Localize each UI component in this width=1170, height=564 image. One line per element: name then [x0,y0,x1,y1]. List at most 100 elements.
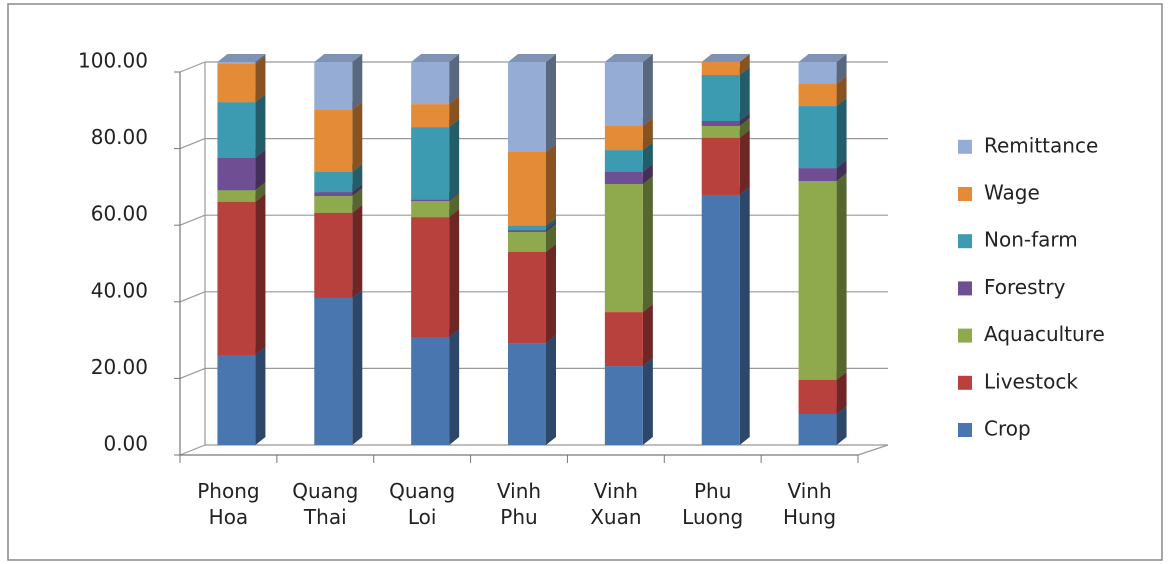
bar-segment [217,346,266,445]
bar-side [546,224,556,252]
frame [7,3,1163,561]
bar-side [642,163,653,185]
bar-front [411,199,450,202]
x-tick-label: Vinh Hung [783,479,837,529]
bar-segment [411,209,460,337]
bar-side [352,188,363,213]
bar-top [217,54,266,62]
grid-line-side [179,138,206,150]
bar-side [836,98,847,169]
grid-line-side [179,61,206,73]
bar-front [508,343,546,445]
bar-top [508,54,556,62]
bar-side [836,405,847,445]
bar-segment [314,101,363,172]
bar-side [255,182,266,202]
bar-front [411,201,450,218]
bar-segment [508,243,556,344]
bar-side [352,163,363,193]
bar-front [798,83,837,107]
bar-side [255,54,266,64]
bar-side [546,217,556,231]
grid-line-side [179,291,206,303]
bar-front [508,225,546,231]
bar-front [217,190,256,202]
bar-front [508,251,546,344]
bar-segment [701,129,750,195]
bar-front [798,62,837,84]
bar-segment [798,173,847,380]
bar-front [798,181,837,380]
bar-segment [217,55,266,103]
bar-segment [411,119,460,200]
bar-side [739,54,750,76]
bar-side [546,144,556,226]
bar-segment [604,304,653,367]
grid-line-side [179,444,206,456]
bar-top [798,54,847,62]
bar-front [701,137,740,195]
bar-front [217,63,256,103]
bar-side [642,117,653,151]
y-tick-label: 100.00 [78,49,148,73]
bar-side [546,222,556,233]
legend-label: Aquaculture [984,322,1105,346]
bar-side [642,142,653,172]
bar-segment [701,67,750,121]
legend-label: Crop [984,417,1031,441]
bar-front [411,127,450,200]
x-tick-label: Phu Luong [682,479,744,529]
legend-label: Non-farm [984,228,1078,252]
bar-side [255,346,266,445]
bar-top [701,54,750,62]
bar-side [642,304,653,367]
bar-front [798,106,837,169]
bar-front [604,184,643,313]
bar-side [739,186,750,445]
bar-front [217,62,256,64]
bar-front [701,62,740,76]
bar-side [642,176,653,313]
bar-segment [798,54,847,84]
y-tick-label: 80.00 [91,125,148,149]
bar-segment [411,54,460,105]
bar-side [642,358,653,445]
bar-segment [314,204,363,298]
legend-swatch [958,139,972,154]
bar-front [508,152,546,226]
bar-side [352,54,363,110]
bar-segment [508,335,556,445]
bar-front [604,366,643,445]
bar-side [352,289,363,445]
bar-side [739,117,750,138]
bar-side [449,209,460,337]
legend-swatch [958,328,972,343]
bar-segment [314,54,363,110]
bar-side [546,54,556,153]
grid-line-side [179,214,206,226]
bar-side [546,335,556,445]
bar-front [411,62,450,105]
legend-label: Livestock [984,369,1078,393]
bar-segment [508,144,556,226]
floor-edge [857,444,889,456]
bar-side [739,112,750,126]
bar-segment [701,54,750,62]
bar-segment [798,405,847,445]
bar-front [411,217,450,337]
bar-side [449,119,460,200]
bar-front [604,312,643,367]
bar-side [255,193,266,355]
bar-side [449,54,460,105]
bar-front [217,157,256,191]
bar-side [352,204,363,298]
bar-segment [217,193,266,355]
bar-front [604,171,643,185]
bar-side [836,371,847,414]
x-tick-label: Vinh Phu [496,479,542,529]
bar-side [449,193,460,218]
bar-front [314,171,353,193]
bar-side [449,328,460,445]
